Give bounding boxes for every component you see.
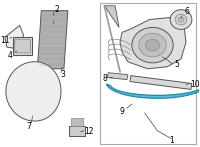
Ellipse shape: [139, 33, 166, 57]
Text: 12: 12: [84, 127, 93, 136]
Text: 7: 7: [26, 122, 31, 131]
Text: 1: 1: [169, 136, 174, 145]
Ellipse shape: [132, 27, 173, 63]
Text: 4: 4: [7, 51, 12, 60]
Text: 3: 3: [61, 70, 65, 79]
Text: 8: 8: [103, 74, 108, 83]
Ellipse shape: [51, 13, 55, 18]
Text: 11: 11: [0, 36, 10, 45]
Polygon shape: [130, 76, 192, 89]
Text: 6: 6: [185, 7, 189, 16]
Text: 5: 5: [175, 60, 180, 69]
Text: 9: 9: [120, 107, 124, 116]
Ellipse shape: [146, 39, 159, 51]
FancyBboxPatch shape: [13, 37, 32, 55]
Text: 10: 10: [190, 80, 200, 89]
Polygon shape: [69, 126, 85, 136]
Bar: [100, 3, 196, 143]
Ellipse shape: [170, 10, 192, 29]
Polygon shape: [6, 62, 61, 121]
Polygon shape: [107, 73, 128, 80]
Polygon shape: [107, 84, 200, 98]
Ellipse shape: [178, 17, 184, 22]
Polygon shape: [37, 11, 68, 69]
Polygon shape: [5, 25, 24, 49]
FancyBboxPatch shape: [15, 39, 30, 53]
Text: 2: 2: [55, 5, 59, 14]
Ellipse shape: [175, 14, 187, 25]
Polygon shape: [104, 6, 119, 27]
Ellipse shape: [49, 11, 57, 20]
FancyBboxPatch shape: [71, 118, 83, 126]
Polygon shape: [120, 18, 186, 69]
